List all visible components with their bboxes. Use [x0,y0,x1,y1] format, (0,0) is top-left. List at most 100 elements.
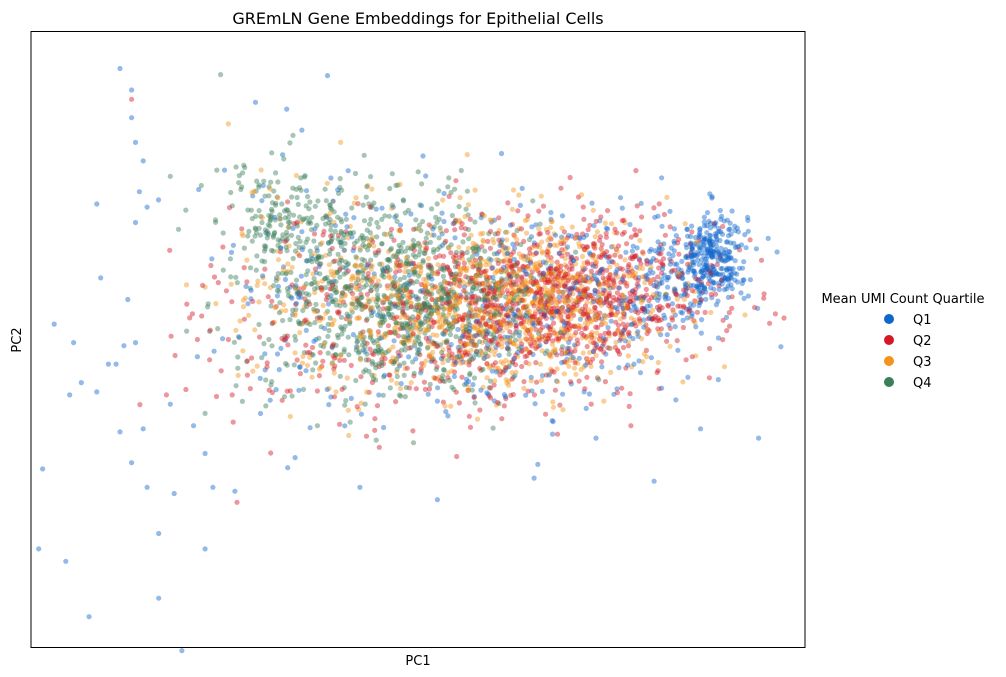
point-q3 [522,291,529,297]
point-q2 [341,357,347,363]
point-q3 [608,345,614,351]
point-q1 [711,223,718,229]
point-q2 [269,389,275,396]
point-q4 [540,306,546,312]
point-q4 [340,290,346,296]
point-q4 [184,328,190,334]
point-q3 [398,339,405,345]
point-q4 [440,311,446,317]
point-q1 [379,205,385,211]
point-q1 [698,269,704,275]
point-q2 [559,347,565,353]
point-q3 [547,277,553,283]
point-q2 [516,315,523,321]
point-q3 [560,407,566,413]
point-q2 [358,291,364,298]
point-q4 [341,271,347,277]
point-q2 [509,262,515,268]
point-q1 [460,359,466,365]
point-q3 [579,313,585,319]
point-q4 [326,278,332,284]
point-q3 [569,354,575,361]
point-q4 [329,232,335,238]
point-q4 [338,314,344,320]
point-q3 [461,280,467,286]
point-q1 [494,251,500,257]
point-q2 [456,317,462,323]
point-q1 [707,191,713,197]
point-q1 [236,334,242,340]
point-q3 [517,311,523,317]
point-q1 [581,266,587,273]
point-q4 [405,268,411,275]
point-q1 [661,312,667,318]
point-q3 [397,228,403,234]
point-q2 [533,250,539,257]
point-q2 [565,251,571,257]
point-q2 [574,287,581,293]
point-q2 [542,302,548,308]
point-q3 [505,344,511,350]
point-q1 [722,275,728,281]
point-q2 [364,340,370,346]
point-q1 [94,201,100,207]
point-q1 [715,249,721,255]
point-q2 [583,325,589,331]
point-q3 [622,220,628,226]
point-q1 [704,260,710,266]
point-q4 [404,321,411,327]
point-q4 [249,216,255,222]
point-q2 [592,305,598,311]
point-q3 [742,312,748,318]
point-q4 [269,150,275,156]
point-q3 [503,377,509,383]
point-q3 [381,333,387,339]
point-q4 [265,222,271,228]
point-q2 [598,246,604,252]
point-q4 [449,384,455,390]
point-q4 [366,242,372,248]
point-q2 [461,232,467,238]
legend-marker-q3 [884,356,894,366]
point-q3 [498,359,504,365]
point-q2 [373,282,380,288]
point-q1 [129,115,135,121]
point-q1 [663,296,669,302]
point-q4 [506,319,512,325]
point-q1 [659,175,665,181]
point-q1 [614,306,620,312]
point-q2 [545,279,551,286]
point-q1 [692,252,698,258]
point-q1 [380,268,386,274]
point-q2 [545,336,552,342]
point-q1 [688,253,694,259]
point-q4 [300,217,306,223]
point-q1 [117,429,123,435]
point-q4 [386,312,392,318]
point-q3 [608,369,614,375]
point-q4 [287,317,293,323]
point-q2 [458,294,464,300]
point-q1 [570,355,576,361]
point-q1 [329,345,335,351]
point-q3 [559,225,565,231]
point-q2 [277,249,283,255]
point-q4 [343,283,349,290]
point-q1 [653,279,660,285]
point-q4 [380,270,386,277]
point-q4 [608,301,614,307]
point-q1 [292,455,298,461]
point-q1 [350,332,356,338]
point-q1 [741,295,747,301]
point-q3 [541,336,547,342]
point-q1 [603,351,609,357]
point-q1 [493,328,499,335]
point-q2 [507,329,513,335]
point-q2 [467,300,473,306]
point-q2 [443,238,449,244]
point-q4 [315,285,321,291]
point-q2 [610,284,616,290]
point-q4 [512,319,519,325]
point-q2 [641,294,647,300]
point-q1 [687,305,693,311]
